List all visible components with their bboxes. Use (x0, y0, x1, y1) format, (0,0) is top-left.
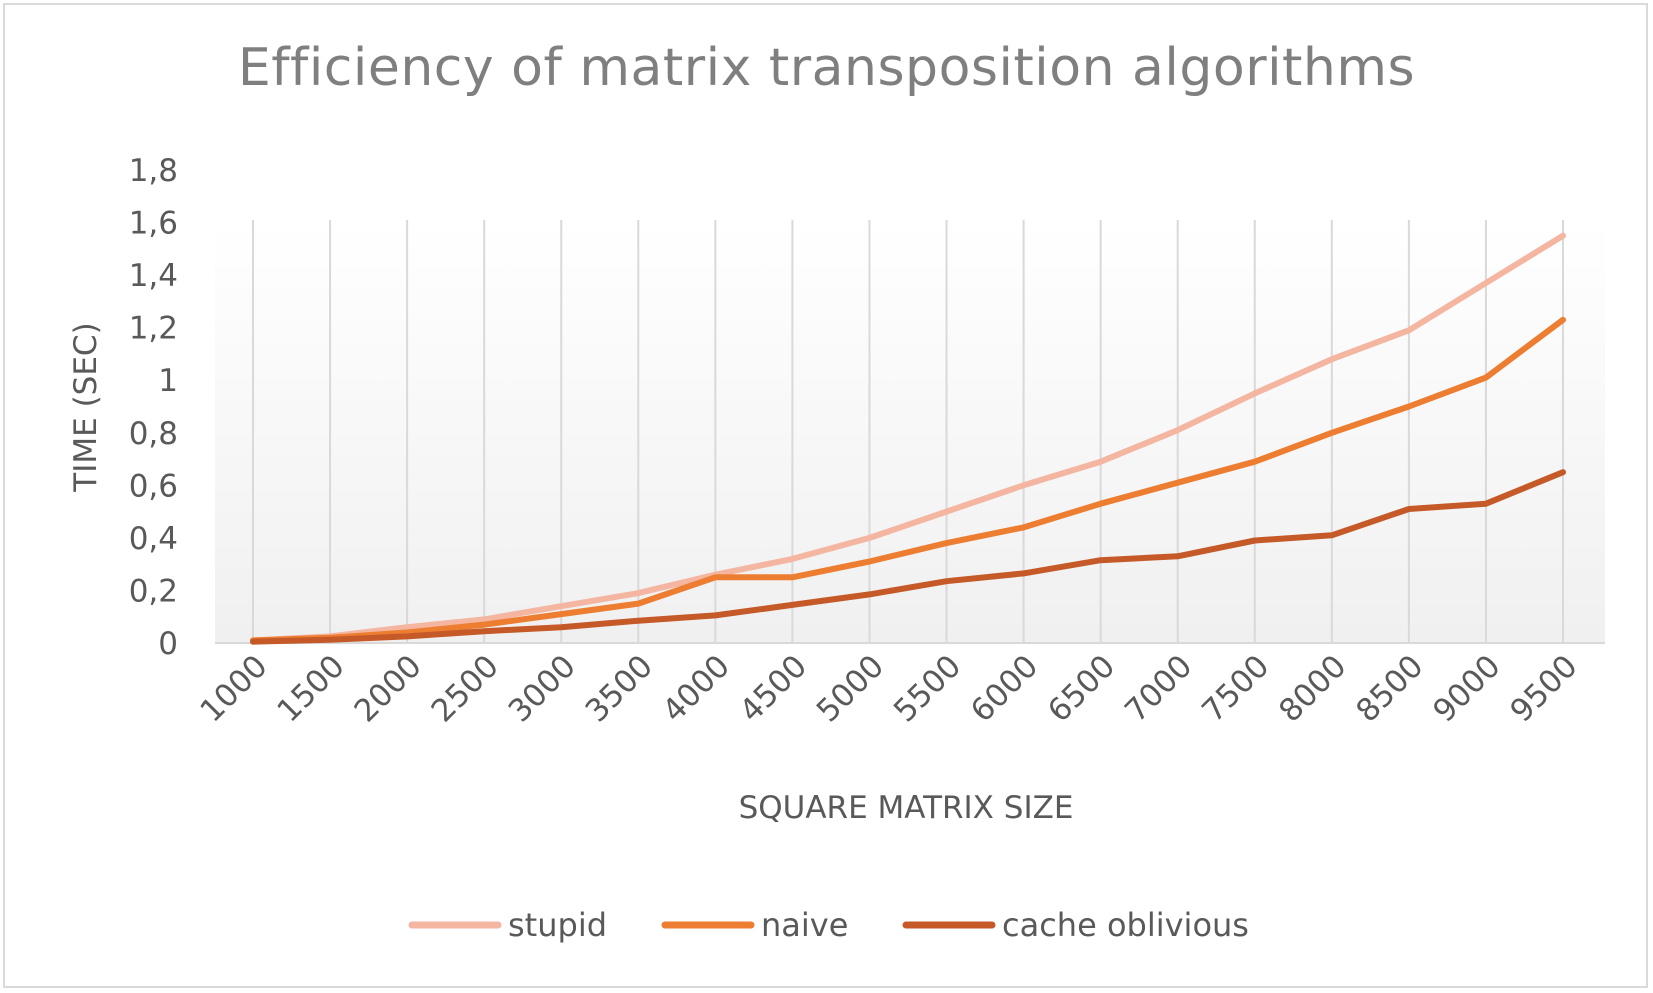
chart-title: Efficiency of matrix transposition algor… (237, 38, 1416, 98)
y-tick-label: 0,8 (129, 416, 178, 452)
legend-label: stupid (508, 906, 607, 944)
series-line-1 (250, 232, 1566, 644)
x-tick-label: 9500 (1503, 648, 1584, 729)
x-axis-ticks: 1000150020002500300035004000450050005500… (193, 648, 1584, 729)
x-tick-label: 7500 (1195, 648, 1276, 729)
y-tick-label: 0 (158, 626, 178, 662)
x-tick-label: 5500 (887, 648, 968, 729)
series-line-3 (250, 469, 1566, 645)
x-tick-label: 8000 (1272, 648, 1353, 729)
y-axis-ticks: 0 0,2 0,4 0,6 0,8 1 1,2 1,4 1,6 1,8 (129, 153, 178, 662)
series-line-2 (250, 316, 1566, 644)
x-tick-label: 5000 (810, 648, 891, 729)
x-tick-label: 6500 (1041, 648, 1122, 729)
y-tick-label: 0,6 (129, 468, 178, 504)
x-tick-label: 1500 (270, 648, 351, 729)
y-tick-label: 1,6 (129, 206, 178, 242)
x-tick-label: 3000 (502, 648, 583, 729)
y-tick-label: 1 (158, 363, 178, 399)
y-axis-title: TIME (SEC) (68, 322, 104, 492)
x-tick-label: 2500 (425, 648, 506, 729)
plot-area-background (215, 220, 1605, 643)
x-axis-title: SQUARE MATRIX SIZE (739, 790, 1074, 826)
x-tick-label: 9000 (1426, 648, 1507, 729)
x-tick-label: 6000 (964, 648, 1045, 729)
y-tick-label: 0,4 (129, 521, 178, 557)
y-tick-label: 0,2 (129, 573, 178, 609)
y-tick-label: 1,8 (129, 153, 178, 189)
x-tick-label: 4500 (733, 648, 814, 729)
legend: stupid naive cache oblivious (408, 906, 1249, 944)
x-tick-label: 1000 (193, 648, 274, 729)
x-tick-label: 7000 (1118, 648, 1199, 729)
legend-label: cache oblivious (1002, 906, 1249, 944)
x-tick-label: 4000 (656, 648, 737, 729)
y-tick-label: 1,4 (129, 258, 178, 294)
x-tick-label: 8500 (1349, 648, 1430, 729)
x-tick-label: 3500 (579, 648, 660, 729)
y-tick-label: 1,2 (129, 311, 178, 347)
series-lines (250, 232, 1566, 645)
x-tick-label: 2000 (348, 648, 429, 729)
legend-label: naive (761, 906, 848, 944)
